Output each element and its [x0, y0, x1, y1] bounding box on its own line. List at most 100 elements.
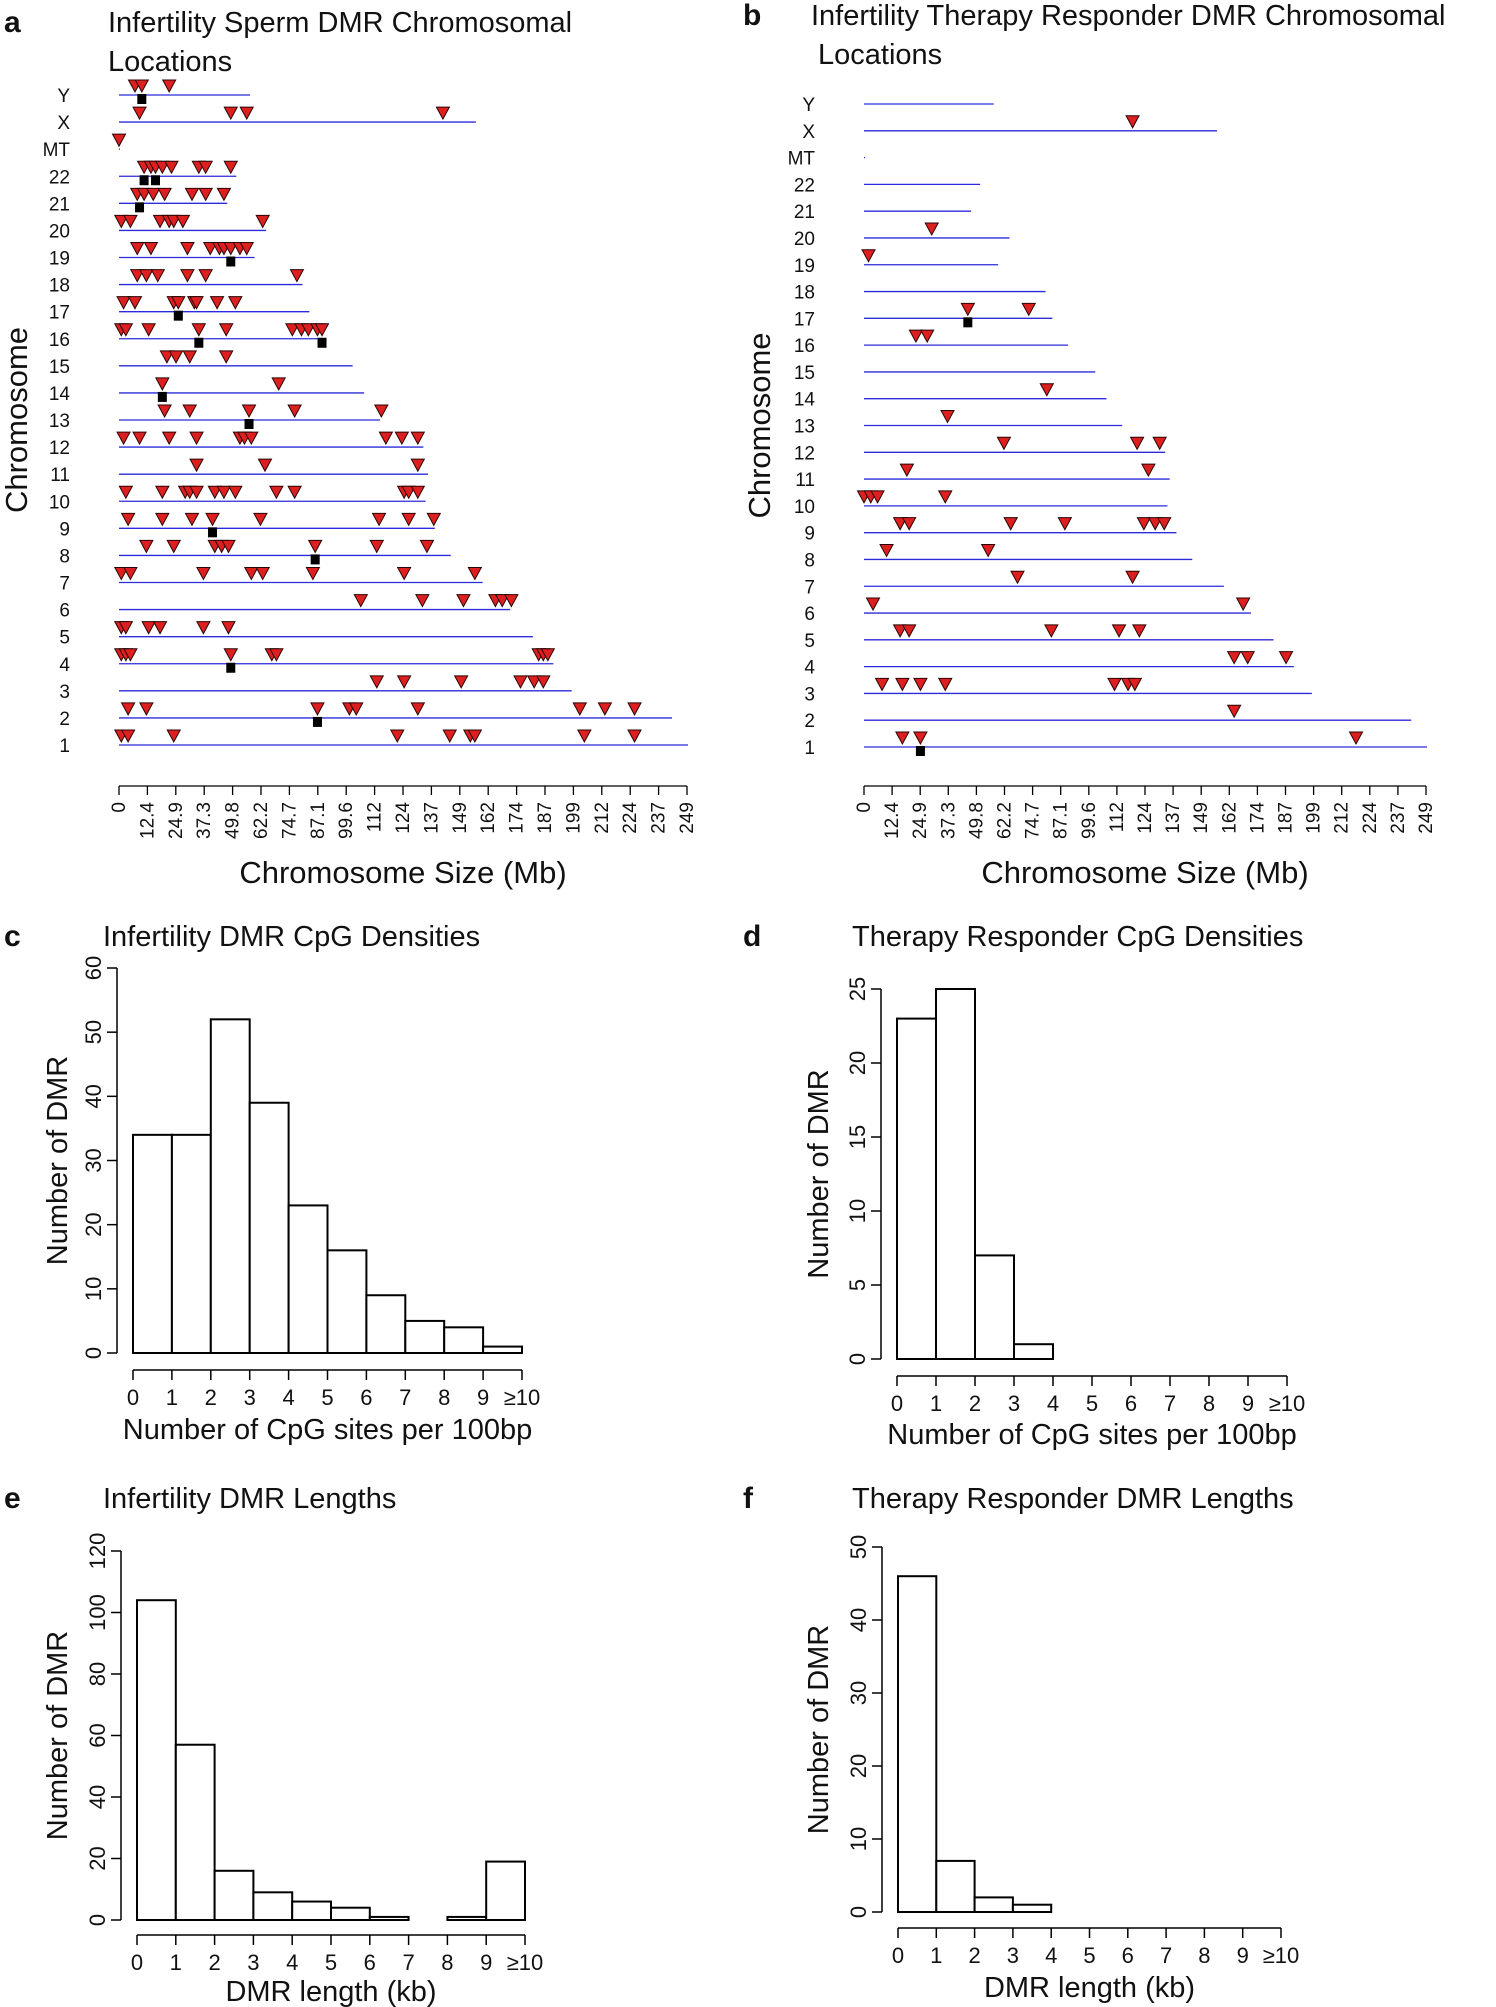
dmr-square-chr21-0 [135, 202, 145, 213]
dmr-marker-chrX-0 [1125, 115, 1140, 129]
dmr-marker-chr16-1 [919, 329, 935, 344]
dmr-marker-chr9-2 [1003, 517, 1019, 531]
dmr-marker-chr18-0 [129, 269, 145, 283]
dmr-marker-chr12-2 [161, 431, 177, 446]
dmr-marker-chr10-7 [227, 485, 243, 500]
dmr-marker-chr13-0 [157, 404, 172, 419]
dmr-marker-chr2-6 [572, 702, 588, 716]
x-tick-label-c-5: 5 [321, 1385, 333, 1410]
dmr-marker-chr17-0 [116, 296, 131, 310]
chromosome-label-4: 4 [59, 655, 70, 676]
dmr-square-chr22-1 [150, 175, 160, 186]
y-axis-title-f: Number of DMR [803, 1625, 835, 1835]
dmr-marker-chr12-6 [243, 431, 259, 446]
chromosome-label-8: 8 [59, 546, 70, 567]
dmr-marker-chr19-6 [223, 242, 239, 256]
dmr-marker-chr17-7 [227, 296, 243, 310]
x-tick-label-b-1: 12.4 [882, 802, 903, 839]
x-tick-label-e-9: 9 [480, 1950, 492, 1975]
dmr-marker-chr13-4 [373, 404, 389, 419]
dmr-marker-chr20-0 [113, 214, 129, 229]
x-tick-label-a-6: 74.7 [279, 802, 300, 839]
histogram-bar-f-2 [973, 1896, 1014, 1914]
histogram-bar-e-6 [368, 1915, 410, 1922]
dmr-marker-chrY-2 [161, 79, 177, 94]
dmr-marker-chr7-0 [1010, 570, 1025, 585]
dmr-marker-chr10-11 [401, 485, 417, 500]
x-tick-label-c-2: 2 [205, 1385, 217, 1410]
x-tick-label-d-0: 0 [891, 1391, 903, 1416]
dmr-marker-chr15-0 [159, 350, 175, 364]
chromosome-label-11: 11 [795, 470, 815, 491]
histogram-bar-f-3 [1011, 1903, 1053, 1913]
x-tick-label-c-9: 9 [477, 1385, 489, 1410]
x-tick-label-b-9: 112 [1107, 802, 1128, 832]
x-tick-label-b-10: 124 [1135, 802, 1156, 834]
chromosome-label-Y: Y [802, 95, 815, 116]
dmr-marker-chr21-4 [184, 187, 200, 202]
dmr-square-chr19-0 [226, 256, 236, 267]
dmr-marker-chr6-4 [494, 594, 510, 608]
x-tick-label-d-1: 1 [930, 1391, 942, 1416]
dmr-square-chr16-1 [317, 337, 327, 348]
dmr-marker-chr3-4 [526, 675, 542, 689]
dmr-marker-chr3-2 [913, 677, 928, 692]
chromosome-label-6: 6 [59, 601, 70, 622]
dmr-marker-chr3-1 [895, 677, 910, 692]
dmr-marker-chr1-7 [577, 729, 592, 744]
y-tick-label-e-4: 80 [85, 1662, 110, 1686]
dmr-marker-chr9-3 [1057, 517, 1073, 531]
dmr-marker-chr20-5 [175, 214, 191, 229]
y-tick-label-c-4: 40 [81, 1084, 106, 1108]
panel-f: Therapy Responder DMR Lengths01020304050… [803, 1483, 1299, 2004]
x-tick-label-d-7: 7 [1164, 1391, 1176, 1416]
histogram-bar-c-4 [287, 1204, 329, 1354]
dmr-marker-chr12-1 [132, 431, 147, 446]
histogram-bar-c-0 [132, 1133, 173, 1355]
y-tick-label-e-3: 60 [85, 1723, 110, 1747]
dmr-marker-chr3-3 [513, 675, 528, 689]
x-tick-label-b-4: 49.8 [966, 802, 987, 839]
x-tick-label-a-11: 137 [421, 802, 442, 834]
dmr-marker-chr19-0 [861, 249, 876, 263]
y-axis-title-c: Number of DMR [42, 1056, 74, 1266]
x-tick-label-b-6: 74.7 [1023, 802, 1044, 839]
x-axis-title-a: Chromosome Size (Mb) [239, 855, 566, 890]
dmr-marker-chr7-1 [1125, 570, 1140, 585]
y-tick-label-e-1: 20 [85, 1846, 110, 1870]
x-tick-label-f-0: 0 [892, 1943, 904, 1968]
dmr-marker-chr21-6 [216, 187, 232, 202]
dmr-marker-chr7-7 [467, 567, 483, 581]
dmr-marker-chr15-1 [168, 350, 184, 364]
x-tick-label-b-14: 174 [1247, 802, 1268, 834]
y-axis-title-a: Chromosome [0, 327, 34, 513]
dmr-marker-chr3-4 [1107, 677, 1122, 692]
x-tick-label-a-10: 124 [393, 802, 414, 834]
chromosome-label-5: 5 [59, 628, 70, 649]
dmr-marker-chr17-6 [209, 296, 225, 310]
histogram-bar-e-8 [446, 1915, 488, 1922]
x-tick-label-c-3: 3 [244, 1385, 256, 1410]
x-tick-label-f-9: 9 [1237, 1943, 1249, 1968]
dmr-marker-chr12-1 [1129, 436, 1145, 451]
dmr-marker-chr14-0 [155, 377, 170, 391]
dmr-marker-chr14-1 [271, 377, 287, 391]
dmr-square-chr1-0 [915, 746, 925, 756]
dmr-marker-chr8-5 [307, 539, 323, 554]
dmr-marker-chr16-4 [218, 323, 234, 337]
x-tick-label-a-20: 249 [677, 802, 698, 834]
x-tick-label-d-8: 8 [1203, 1391, 1215, 1416]
x-tick-label-f-4: 4 [1045, 1943, 1057, 1968]
dmr-marker-chr21-3 [157, 187, 172, 202]
dmr-marker-chr19-0 [129, 242, 145, 256]
dmr-marker-chr8-0 [139, 539, 154, 554]
dmr-marker-chr3-6 [1127, 677, 1143, 692]
dmr-marker-chr17-3 [170, 296, 186, 310]
y-tick-label-c-5: 50 [81, 1020, 106, 1044]
chromosome-label-6: 6 [804, 604, 815, 625]
histogram-bar-e-3 [252, 1891, 294, 1921]
chromosome-label-14: 14 [794, 390, 816, 411]
dmr-marker-chr16-2 [141, 323, 156, 337]
panel-title-a-line1: Infertility Sperm DMR Chromosomal [108, 7, 572, 39]
x-tick-label-f-3: 3 [1007, 1943, 1019, 1968]
